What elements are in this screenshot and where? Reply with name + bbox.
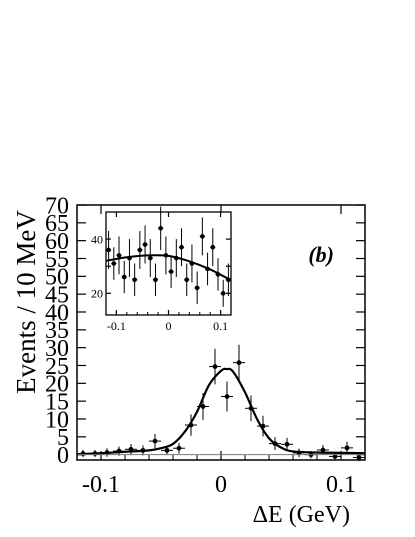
inset-data-point <box>220 291 226 296</box>
inset-data-point <box>147 255 153 261</box>
x-axis-label: ΔE (GeV) <box>253 502 350 528</box>
inset-data-point <box>194 285 200 291</box>
main-y-tick-label: 60 <box>45 229 69 255</box>
y-axis-label: Events / 10 MeV <box>11 210 41 394</box>
inset-x-tick-label: -0.1 <box>107 319 126 333</box>
inset-data-point <box>111 261 117 266</box>
main-y-tick-label: 0 <box>57 443 69 469</box>
main-data-point <box>344 445 350 451</box>
main-y-tick-label: 70 <box>45 193 69 219</box>
main-data-point <box>320 447 326 453</box>
main-y-tick-label: 15 <box>45 390 69 416</box>
main-y-tick-label: 65 <box>45 211 69 237</box>
inset-fit-curve <box>105 254 232 282</box>
inset-data-point <box>158 225 163 231</box>
inset-data-point <box>153 277 158 283</box>
inset-data-point <box>200 234 205 239</box>
main-y-tick-label: 45 <box>45 283 69 309</box>
inset-plot-background <box>106 212 231 315</box>
main-y-tick-label: 25 <box>45 354 69 380</box>
main-y-tick-label: 10 <box>45 407 69 433</box>
main-fit-curve <box>76 367 366 456</box>
inset-y-tick-label: 20 <box>91 287 103 301</box>
main-data-point <box>176 445 182 451</box>
main-x-tick-label: 0.1 <box>326 472 356 498</box>
inset-x-tick-label: 0 <box>166 319 172 333</box>
main-y-tick-label: 30 <box>45 336 69 362</box>
inset-plot-frame <box>105 211 232 316</box>
main-x-tick-label: 0 <box>215 472 227 498</box>
main-plot-frame <box>76 204 366 461</box>
inset-plot-marks: -0.1 0 0.1 20 40 <box>91 206 232 333</box>
inset-data-point <box>137 247 143 253</box>
inset-y-tick-label: 40 <box>91 232 103 246</box>
main-y-tick-label: 35 <box>45 318 69 344</box>
inset-data-point <box>121 274 127 280</box>
main-data-point <box>356 455 362 460</box>
main-data-point <box>236 360 242 366</box>
main-y-tick-label: 40 <box>45 300 69 326</box>
main-data-point <box>152 438 158 444</box>
inset-data-point <box>116 253 122 258</box>
main-data-point <box>284 441 290 447</box>
inset-data-point <box>184 277 190 283</box>
main-data-point <box>212 364 218 369</box>
inset-plot: -0.1 0 0.1 20 40 <box>91 206 232 333</box>
inset-data-point <box>168 269 174 274</box>
main-data-point <box>332 454 338 459</box>
main-data-point <box>164 447 170 453</box>
main-data-point <box>224 394 230 399</box>
main-y-tick-label: 55 <box>45 247 69 273</box>
main-data-point <box>200 404 206 409</box>
main-y-tick-label: 5 <box>57 425 69 451</box>
inset-data-point <box>210 244 216 250</box>
inset-x-tick-label: 0.1 <box>213 319 228 333</box>
inset-data-point <box>142 242 148 247</box>
inset-data-point <box>106 247 111 253</box>
inset-data-point <box>179 244 184 250</box>
inset-data-point <box>132 277 137 283</box>
main-y-tick-label: 50 <box>45 265 69 291</box>
main-x-tick-label: -0.1 <box>82 472 120 498</box>
panel-label: (b) <box>308 242 334 267</box>
main-y-tick-label: 20 <box>45 372 69 398</box>
